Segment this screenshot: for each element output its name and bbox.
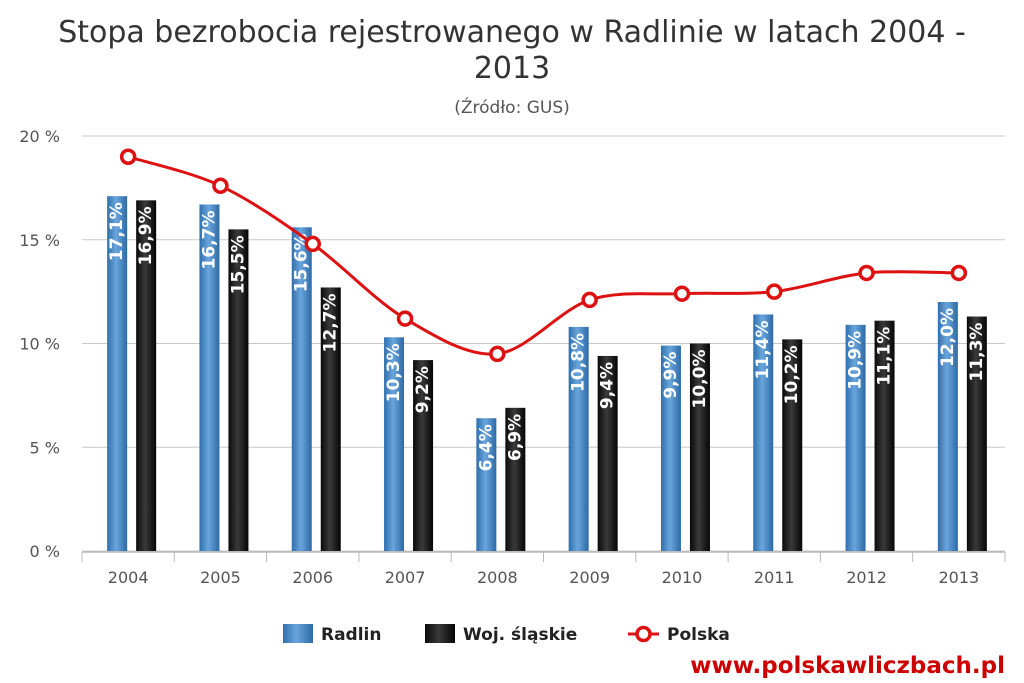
data-label: 11,1% — [875, 327, 895, 386]
bar-radlin[interactable] — [384, 337, 405, 551]
y-tick-label: 5 % — [30, 438, 60, 457]
data-label: 15,5% — [228, 235, 248, 294]
data-label: 10,2% — [782, 345, 802, 404]
y-tick-label: 20 % — [19, 127, 60, 146]
data-label: 10,8% — [569, 333, 589, 392]
bar-radlin[interactable] — [660, 345, 681, 551]
bar-woj-slaskie[interactable] — [689, 343, 710, 552]
legend-label-woj-slaskie: Woj. śląskie — [463, 625, 577, 645]
y-tick-label: 15 % — [19, 231, 60, 250]
bar-woj-slaskie[interactable] — [874, 320, 895, 551]
data-label: 6,4% — [476, 424, 496, 471]
bar-radlin[interactable] — [937, 302, 958, 551]
bar-radlin[interactable] — [568, 326, 589, 551]
legend-swatch-woj-slaskie — [425, 624, 455, 643]
x-axis: 2004 2005 2006 2007 2008 2009 2010 2011 2012 2013 — [81, 551, 1006, 587]
bar-radlin[interactable] — [199, 204, 220, 551]
chart-subtitle: (Źródło: GUS) — [454, 96, 570, 118]
polska-point[interactable] — [396, 310, 414, 327]
bar-woj-slaskie[interactable] — [320, 287, 341, 551]
bar-radlin[interactable] — [107, 196, 128, 552]
data-label: 9,2% — [413, 366, 433, 413]
x-tick-label: 2004 — [108, 568, 149, 587]
x-tick-label: 2007 — [385, 568, 426, 587]
bar-radlin[interactable] — [845, 324, 866, 551]
y-tick-label: 0 % — [30, 542, 60, 561]
polska-line — [127, 155, 959, 356]
data-label: 9,9% — [661, 352, 681, 399]
chart-title-line2: 2013 — [474, 51, 550, 86]
bar-woj-slaskie[interactable] — [413, 360, 434, 551]
polska-point[interactable] — [950, 264, 968, 282]
data-label: 11,4% — [753, 320, 773, 379]
bar-series: 17,1% 16,7% 15,6%10,3%6,4%10,8% 9,9% 11,4% 10… — [107, 196, 987, 552]
polska-point[interactable] — [489, 345, 506, 363]
legend-label-polska: Polska — [667, 625, 730, 645]
data-label: 16,7% — [199, 210, 219, 269]
polska-point[interactable] — [304, 235, 321, 253]
x-tick-label: 2008 — [477, 568, 518, 587]
data-label: 12,7% — [321, 293, 341, 352]
gridlines — [82, 135, 1005, 552]
x-tick-label: 2010 — [662, 568, 703, 587]
data-label: 11,3% — [967, 323, 987, 382]
x-tick-label: 2012 — [846, 568, 887, 587]
chart-title-line1: Stopa bezrobocia rejestrowanego w Radlin… — [58, 15, 966, 50]
data-label: 17,1% — [107, 202, 127, 261]
y-axis: 0 % 5 % 10 % 15 % 20 % — [19, 127, 60, 561]
bar-woj-slaskie[interactable] — [597, 355, 618, 551]
x-tick-label: 2006 — [292, 568, 333, 587]
data-label: 16,9% — [136, 206, 156, 265]
polska-point[interactable] — [119, 148, 137, 165]
data-label: 10,0% — [690, 350, 710, 409]
legend-swatch-polska-marker — [635, 625, 652, 643]
bar-radlin[interactable] — [291, 227, 312, 552]
watermark-url: www.polskawliczbach.pl — [690, 653, 1005, 679]
legend-swatch-radlin — [283, 624, 313, 643]
polska-point[interactable] — [673, 285, 691, 302]
x-tick-label: 2009 — [569, 568, 610, 587]
legend-label-radlin: Radlin — [321, 625, 382, 645]
data-label: 10,3% — [384, 343, 404, 402]
x-tick-label: 2013 — [938, 568, 979, 587]
bar-woj-slaskie[interactable] — [136, 200, 157, 551]
data-label: 6,9% — [505, 414, 525, 461]
bar-radlin[interactable] — [753, 314, 774, 551]
bar-woj-slaskie[interactable] — [505, 407, 526, 551]
bar-radlin[interactable] — [476, 418, 497, 551]
data-label: 10,9% — [846, 331, 866, 390]
x-tick-label: 2011 — [754, 568, 795, 587]
bar-woj-slaskie[interactable] — [782, 339, 803, 551]
bar-woj-slaskie[interactable] — [966, 316, 987, 551]
line-series — [119, 148, 968, 363]
legend[interactable]: Radlin Woj. śląskie Polska — [283, 624, 730, 645]
polska-point[interactable] — [212, 177, 229, 195]
polska-point[interactable] — [858, 264, 875, 282]
bar-woj-slaskie[interactable] — [228, 229, 249, 551]
data-label: 12,0% — [938, 308, 958, 367]
y-tick-label: 10 % — [19, 335, 60, 354]
polska-point[interactable] — [766, 283, 783, 300]
data-label: 9,4% — [598, 362, 618, 409]
x-tick-label: 2005 — [200, 568, 241, 587]
polska-point[interactable] — [581, 291, 598, 309]
